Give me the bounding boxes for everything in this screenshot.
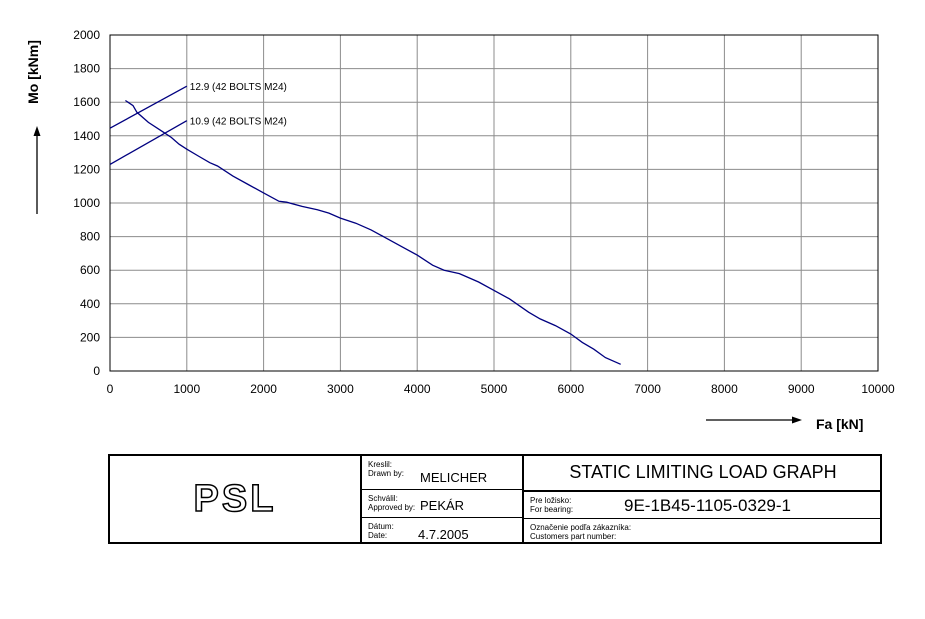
tick-labels: 0 1000 2000 3000 4000 5000 6000 7000 8000 9000 100… (73, 28, 895, 396)
x-tick-label: 10000 (861, 382, 895, 396)
x-tick-label: 1000 (173, 382, 200, 396)
y-tick-label: 200 (80, 330, 100, 344)
x-tick-label: 7000 (634, 382, 661, 396)
y-tick-label: 2000 (73, 28, 100, 42)
x-tick-label: 5000 (481, 382, 508, 396)
y-axis-title: Mo [kNm] (25, 40, 41, 104)
drawing-title: STATIC LIMITING LOAD GRAPH (569, 462, 837, 482)
x-axis-title: Fa [kN] (816, 416, 863, 432)
drawn-by-value: MELICHER (420, 470, 488, 485)
date-label-en: Date: (368, 531, 388, 540)
y-tick-label: 1600 (73, 95, 100, 109)
x-axis-arrow (706, 416, 802, 424)
series-label: 10.9 (42 BOLTS M24) (190, 117, 287, 128)
approved-by-label-sk: Schválil: (368, 494, 398, 503)
series (109, 85, 621, 365)
x-tick-label: 4000 (404, 382, 431, 396)
bolt-limit-line-2 (109, 120, 188, 165)
y-tick-label: 1800 (73, 62, 100, 76)
date-value: 4.7.2005 (418, 527, 469, 542)
load-curve-line (125, 99, 621, 365)
x-tick-label: 8000 (711, 382, 738, 396)
series-label: 12.9 (42 BOLTS M24) (190, 82, 287, 93)
title-block: PSL Kreslil: Drawn by: MELICHER Schválil… (108, 454, 882, 544)
plot-frame (109, 34, 879, 372)
y-tick-label: 1200 (73, 162, 100, 176)
y-tick-label: 400 (80, 297, 100, 311)
approved-by-value: PEKÁR (420, 498, 465, 513)
bearing-label-en: For bearing: (530, 505, 574, 514)
x-tick-label: 9000 (788, 382, 815, 396)
approved-by-label-en: Approved by: (368, 503, 416, 512)
x-tick-label: 2000 (250, 382, 277, 396)
drawn-by-label-sk: Kreslil: (368, 460, 393, 469)
drawn-by-label-en: Drawn by: (368, 469, 405, 478)
y-axis-arrow (33, 126, 41, 214)
bearing-label-sk: Pre ložisko: (530, 496, 572, 505)
bearing-value: 9E-1B45-1105-0329-1 (624, 496, 791, 515)
y-tick-label: 800 (80, 230, 100, 244)
y-tick-label: 1400 (73, 129, 100, 143)
y-tick-label: 600 (80, 263, 100, 277)
grid (110, 35, 878, 371)
chart: 0 1000 2000 3000 4000 5000 6000 7000 8000 9000 100… (25, 28, 895, 432)
y-tick-label: 0 (93, 364, 100, 378)
x-tick-label: 0 (107, 382, 114, 396)
logo: PSL (193, 477, 277, 521)
y-tick-label: 1000 (73, 196, 100, 210)
customer-label-sk: Označenie podľa zákazníka: (530, 523, 632, 532)
x-tick-label: 3000 (327, 382, 354, 396)
bolt-limit-line-1 (109, 85, 188, 129)
customer-label-en: Customers part number: (530, 532, 617, 541)
annotations: 12.9 (42 BOLTS M24) 10.9 (42 BOLTS M24) (190, 82, 287, 127)
date-label-sk: Dátum: (368, 522, 394, 531)
x-tick-label: 6000 (557, 382, 584, 396)
